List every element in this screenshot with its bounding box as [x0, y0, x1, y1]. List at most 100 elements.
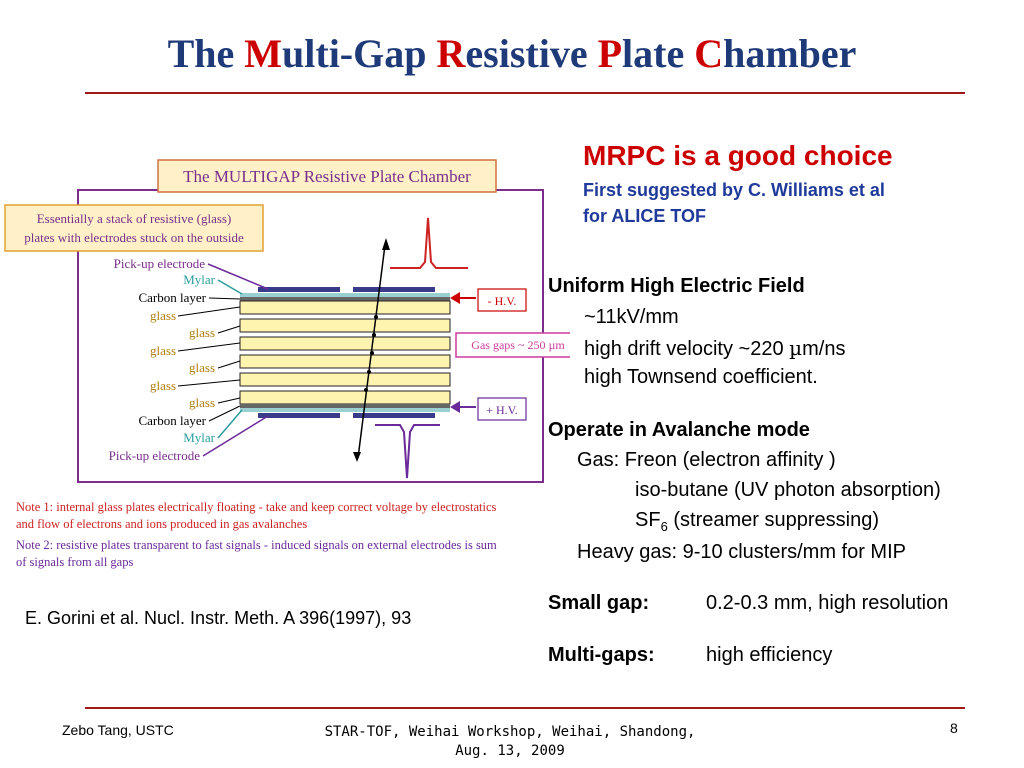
leader-mylar-top	[217, 279, 243, 295]
carbon-top	[240, 297, 450, 301]
title-text: ulti-Gap	[282, 31, 437, 76]
gas-isobutane: iso-butane (UV photon absorption)	[635, 479, 941, 501]
title-letter-m: M	[244, 31, 283, 76]
track-arrow-bottom	[353, 452, 361, 462]
title-letter-c: C	[694, 31, 724, 76]
signal-pulse-positive	[390, 217, 468, 269]
label-pickup-top: Pick-up electrode	[114, 256, 206, 271]
pickup-electrode-bottom-right	[353, 413, 435, 418]
leader-glass-2	[217, 325, 241, 334]
mylar-top	[240, 293, 450, 297]
drift-velocity-text: high drift velocity ~220	[584, 338, 790, 360]
hv-pos-arrow	[450, 401, 460, 413]
title-rule	[85, 92, 965, 94]
leader-glass-4	[217, 360, 241, 369]
title-text: The	[167, 31, 245, 76]
glass-plate-4	[239, 354, 451, 369]
glass-plate-6	[239, 390, 451, 405]
slide-title: The Multi-Gap Resistive Plate Chamber	[0, 30, 1024, 77]
pickup-electrode-bottom-left	[258, 413, 340, 418]
label-glass-3: glass	[150, 343, 176, 358]
leader-pickup-bottom	[202, 415, 269, 457]
gas-sf6: SF6 (streamer suppressing)	[635, 509, 879, 534]
townsend-coefficient: high Townsend coefficient.	[584, 366, 818, 388]
sf6-subscript: 6	[660, 519, 668, 534]
pickup-electrode-top-left	[258, 287, 340, 292]
drift-velocity-unit: m/ns	[802, 338, 846, 360]
multi-gaps-value: high efficiency	[706, 644, 833, 666]
title-text: esistive	[465, 31, 598, 76]
leader-carbon-bottom	[208, 405, 241, 422]
avalanche-dot	[367, 370, 371, 374]
figure-title: The MULTIGAP Resistive Plate Chamber	[183, 167, 471, 186]
uniform-field-heading: Uniform High Electric Field	[548, 275, 805, 297]
label-mylar-bottom: Mylar	[183, 430, 215, 445]
label-glass-6: glass	[189, 395, 215, 410]
title-letter-r: R	[436, 31, 466, 76]
footer-event-line-1: STAR-TOF, Weihai Workshop, Weihai, Shand…	[324, 724, 696, 740]
avalanche-dot	[364, 388, 368, 392]
glass-plate-5	[239, 372, 451, 387]
label-mylar-top: Mylar	[183, 272, 215, 287]
track-arrow-top	[382, 238, 390, 250]
leader-carbon-top	[208, 297, 241, 300]
footer-rule	[85, 707, 965, 709]
leader-glass-3	[177, 342, 241, 352]
leader-pickup-top	[207, 263, 269, 290]
gas-freon: Gas: Freon (electron affinity )	[577, 449, 836, 471]
figure-title-box	[157, 159, 497, 193]
mylar-bottom	[240, 408, 450, 412]
hv-pos-label: + H.V.	[486, 403, 518, 417]
label-carbon-bottom: Carbon layer	[138, 413, 206, 428]
leader-glass-5	[177, 379, 241, 387]
note-2-line-1: Note 2: resistive plates transparent to …	[16, 538, 497, 552]
sf6-description: (streamer suppressing)	[667, 509, 879, 531]
gas-gaps-box	[455, 332, 570, 358]
small-gap-value: 0.2-0.3 mm, high resolution	[706, 592, 949, 614]
avalanche-heading: Operate in Avalanche mode	[548, 419, 810, 441]
glass-plate-3	[239, 336, 451, 351]
callout-line-2: plates with electrodes stuck on the outs…	[24, 230, 244, 245]
label-glass-5: glass	[150, 378, 176, 393]
note-2-line-2: of signals from all gaps	[16, 555, 134, 569]
avalanche-dot	[372, 333, 376, 337]
citation: E. Gorini et al. Nucl. Instr. Meth. A 39…	[25, 608, 412, 628]
field-strength: ~11kV/mm	[584, 306, 679, 328]
mrpc-choice-heading: MRPC is a good choice	[583, 140, 893, 171]
glass-plate-2	[239, 318, 451, 333]
label-glass-1: glass	[150, 308, 176, 323]
suggested-by-line-2: for ALICE TOF	[583, 206, 706, 226]
small-gap-label: Small gap:	[548, 592, 650, 614]
gas-gaps-label: Gas gaps ~ 250 µm	[471, 338, 565, 352]
note-1-line-1: Note 1: internal glass plates electrical…	[16, 500, 497, 514]
pickup-electrode-top-right	[353, 287, 435, 292]
signal-pulse-negative	[375, 424, 440, 479]
suggested-by-line-1: First suggested by C. Williams et al	[583, 180, 885, 200]
callout-line-1: Essentially a stack of resistive (glass)	[37, 211, 232, 226]
callout-box	[4, 204, 264, 252]
drift-velocity: high drift velocity ~220 µm/ns	[584, 336, 845, 361]
title-text: hamber	[723, 31, 857, 76]
hv-pos-box	[477, 397, 527, 421]
label-glass-4: glass	[189, 360, 215, 375]
hv-neg-label: - H.V.	[488, 294, 517, 308]
sf6-text: SF	[635, 509, 661, 531]
mu-symbol: µ	[789, 336, 803, 360]
label-glass-2: glass	[189, 325, 215, 340]
leader-glass-6	[217, 397, 241, 404]
page-number: 8	[950, 720, 958, 736]
label-carbon-top: Carbon layer	[138, 290, 206, 305]
footer-author: Zebo Tang, USTC	[62, 722, 174, 738]
multi-gaps-label: Multi-gaps:	[548, 644, 655, 666]
label-pickup-bottom: Pick-up electrode	[109, 448, 201, 463]
heavy-gas: Heavy gas: 9-10 clusters/mm for MIP	[577, 541, 906, 563]
leader-glass-1	[177, 306, 241, 317]
leader-mylar-bottom	[217, 409, 243, 439]
title-text: late	[622, 31, 695, 76]
mrpc-diagram: The MULTIGAP Resistive Plate Chamber Ess…	[4, 159, 570, 483]
footer-event-line-2: Aug. 13, 2009	[455, 743, 565, 759]
note-1-line-2: and flow of electrons and ions produced …	[16, 517, 308, 531]
carbon-bottom	[240, 404, 450, 408]
avalanche-dot	[374, 315, 378, 319]
hv-neg-arrow	[450, 292, 460, 304]
